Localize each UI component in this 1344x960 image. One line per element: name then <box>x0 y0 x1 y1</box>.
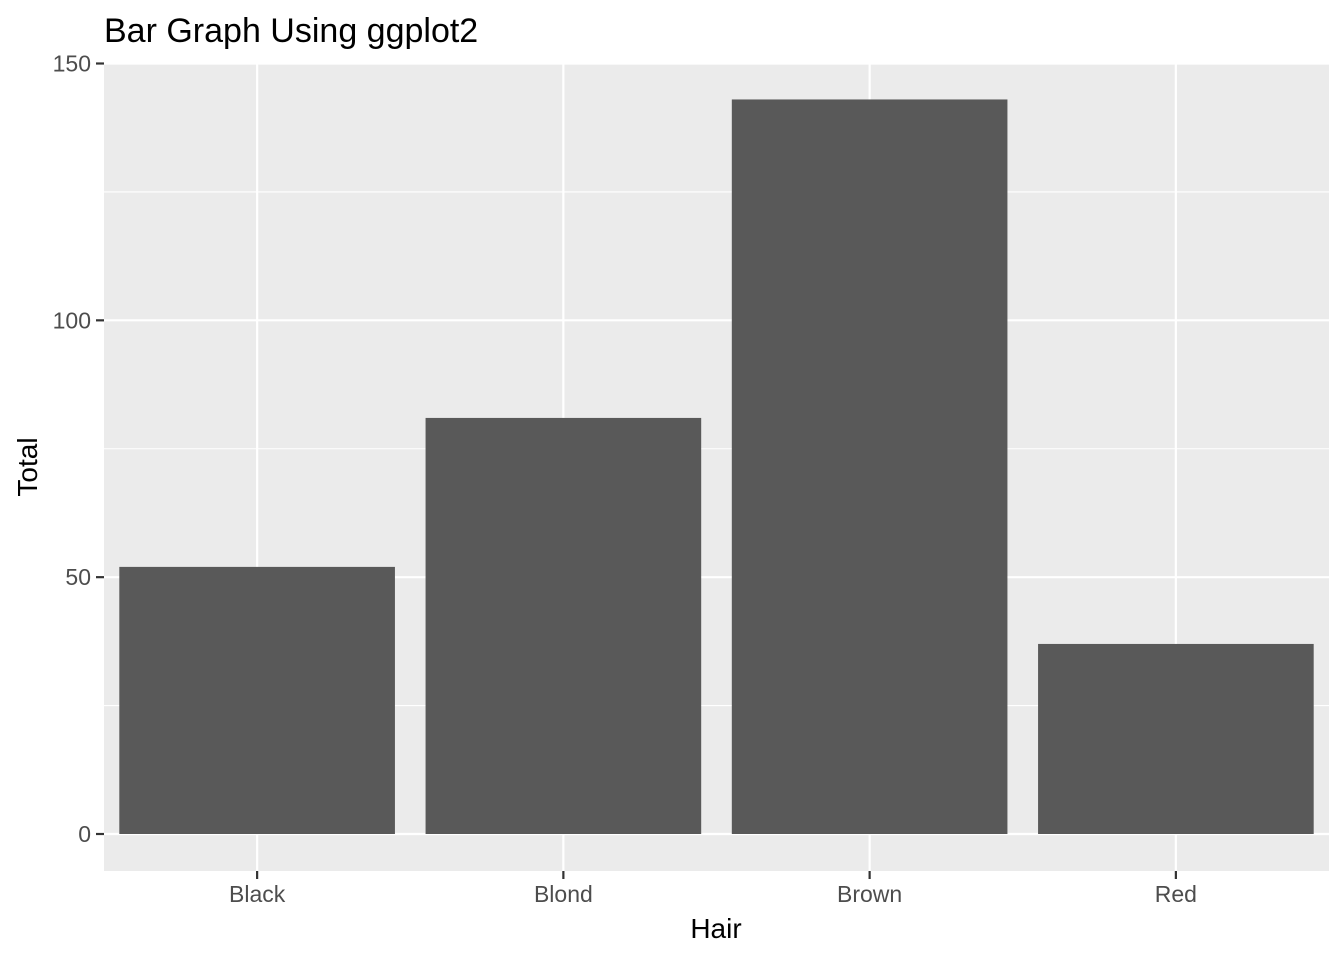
y-tick-label: 100 <box>53 307 91 333</box>
bar-black <box>119 566 395 834</box>
x-axis: Black Blond Brown Red <box>229 871 1197 907</box>
y-axis-title: Total <box>12 437 43 496</box>
x-tick-label-red: Red <box>1155 881 1197 907</box>
x-tick-label-blond: Blond <box>534 881 593 907</box>
y-tick-label: 0 <box>78 821 91 847</box>
y-axis: 0 50 100 150 <box>53 51 104 847</box>
x-tick-label-black: Black <box>229 881 286 907</box>
bar-brown <box>731 99 1008 834</box>
y-tick-label: 50 <box>65 564 91 590</box>
x-axis-title: Hair <box>690 913 741 944</box>
chart-title: Bar Graph Using ggplot2 <box>104 12 478 50</box>
bar-blond <box>425 417 702 834</box>
bars <box>119 99 1314 834</box>
y-tick-label: 150 <box>53 51 91 77</box>
x-tick-label-brown: Brown <box>837 881 902 907</box>
bar-red <box>1038 643 1314 834</box>
